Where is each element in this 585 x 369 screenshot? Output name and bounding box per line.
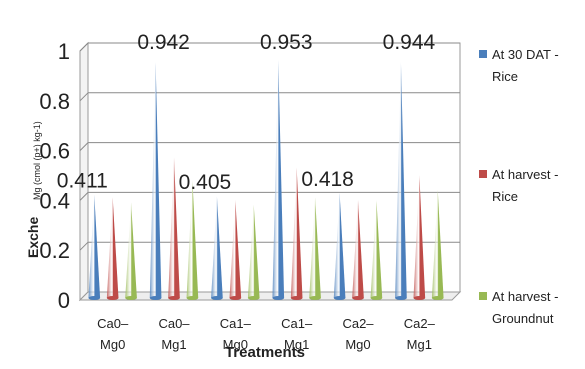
bar <box>431 189 444 298</box>
data-labels: 0.411 0.942 0.405 0.953 0.418 0.944 <box>57 31 436 194</box>
bar-base <box>395 296 407 300</box>
data-label: 0.411 <box>57 170 108 193</box>
x-tick-label: Mg0 <box>100 337 125 352</box>
data-label: 0.418 <box>301 168 354 191</box>
bar-base <box>413 296 426 300</box>
y-axis-ticks: 0 0.2 0.4 0.6 0.8 1 <box>39 39 70 313</box>
bar-base <box>333 296 346 300</box>
bar <box>88 194 101 298</box>
bar <box>352 199 364 298</box>
grid-line-side <box>79 241 89 251</box>
bar-base <box>272 296 285 300</box>
x-axis-label: Treatments <box>225 344 305 361</box>
bar-base <box>309 296 321 300</box>
x-tick-label: Ca2– <box>404 316 436 331</box>
y-axis-label-overlap: Mg (cmol (p+) kg-1) <box>32 121 42 200</box>
legend-entry: At harvest - <box>492 289 558 304</box>
bar <box>168 157 180 298</box>
bar-base <box>352 296 364 300</box>
x-axis-ticks: Ca0– Mg0 Ca0– Mg1 Ca1– Mg0 Ca1– Mg1 Ca2– Mg0 Ca2– M… <box>97 316 436 352</box>
bar <box>290 167 303 298</box>
data-label: 0.953 <box>260 31 313 54</box>
y-tick-label: 0.2 <box>39 238 70 263</box>
x-tick-label: Ca1– <box>220 316 252 331</box>
bar <box>395 61 407 298</box>
legend: At 30 DAT - Rice At harvest - Rice At harves… <box>479 47 559 326</box>
bar-base <box>431 296 444 300</box>
bar <box>333 192 346 298</box>
x-tick-label: Ca2– <box>342 316 374 331</box>
bar <box>309 197 321 298</box>
bar-base <box>370 296 383 300</box>
legend-entry: At harvest - <box>492 167 558 182</box>
y-tick-label: 0.6 <box>39 139 70 164</box>
legend-swatch <box>479 292 487 300</box>
bars-group <box>88 59 444 300</box>
x-tick-label: Ca0– <box>97 316 129 331</box>
bar-base <box>168 296 180 300</box>
bar <box>211 196 223 298</box>
x-tick-label: Mg1 <box>284 337 309 352</box>
grid-line-side <box>79 192 89 201</box>
bar <box>149 62 162 298</box>
x-tick-label: Ca1– <box>281 316 313 331</box>
bar-base <box>186 296 199 300</box>
y-tick-label: 1 <box>58 39 70 64</box>
grid-line-side <box>79 142 89 151</box>
bar-base <box>106 296 119 300</box>
x-tick-label: Mg0 <box>223 337 248 352</box>
x-tick-label: Mg1 <box>161 337 186 352</box>
bar-base <box>149 296 162 300</box>
y-tick-label: 0.4 <box>39 188 70 213</box>
bar-base <box>88 296 101 300</box>
bar <box>106 197 119 298</box>
bar-base <box>125 296 137 300</box>
data-label: 0.942 <box>137 31 190 54</box>
legend-swatch <box>479 50 487 58</box>
y-tick-label: 0.8 <box>39 89 70 114</box>
x-tick-label: Mg0 <box>345 337 370 352</box>
grid-line-side <box>79 42 89 52</box>
bar <box>247 204 260 298</box>
legend-entry: Groundnut <box>492 311 554 326</box>
bar <box>413 174 426 298</box>
y-axis-label: Exche <box>25 217 41 258</box>
bar <box>125 202 137 298</box>
x-tick-label: Mg1 <box>407 337 432 352</box>
bar-base <box>247 296 260 300</box>
bar-base <box>229 296 242 300</box>
bar <box>272 59 285 298</box>
bar-base <box>211 296 223 300</box>
y-tick-label: 0 <box>58 288 70 313</box>
data-label: 0.405 <box>179 171 232 194</box>
bar-base <box>290 296 303 300</box>
bar <box>229 199 242 298</box>
legend-entry: At 30 DAT - <box>492 47 559 62</box>
legend-entry: Rice <box>492 69 518 84</box>
bar <box>186 179 199 298</box>
legend-swatch <box>479 170 487 178</box>
legend-entry: Rice <box>492 189 518 204</box>
x-tick-label: Ca0– <box>158 316 190 331</box>
grid-line-side <box>79 92 89 102</box>
bar <box>370 199 383 298</box>
data-label: 0.944 <box>383 31 436 54</box>
